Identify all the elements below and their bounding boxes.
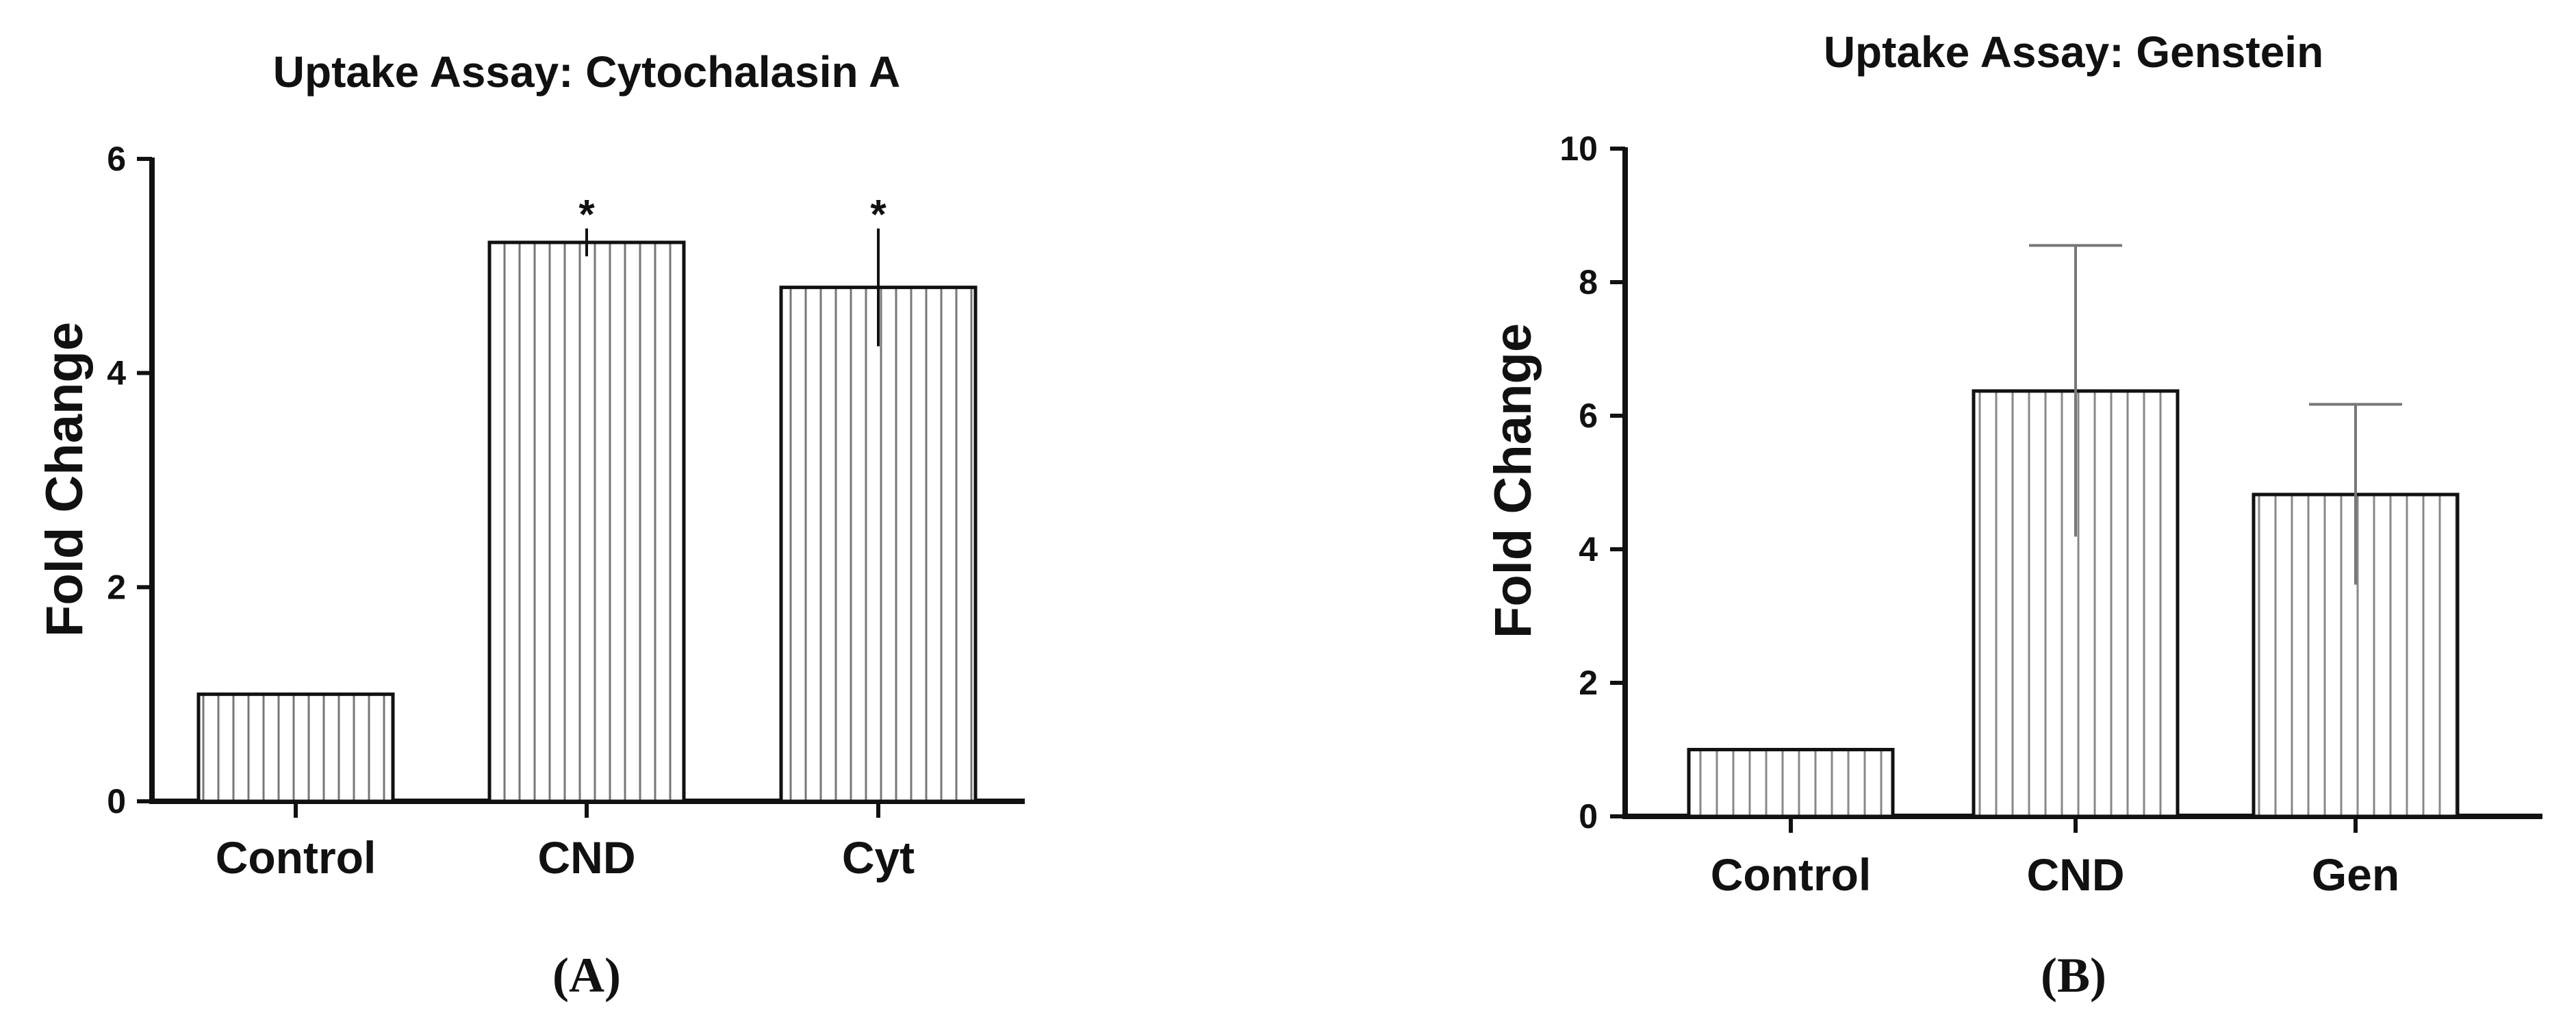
panel-b-category-labels: Control CND Gen — [1711, 849, 2399, 900]
x-category-label: Gen — [2312, 849, 2399, 900]
panel-a-chart: Uptake Assay: Cytochalasin A Fold Change… — [36, 47, 1025, 1003]
panel-b-title: Uptake Assay: Genstein — [1824, 27, 2323, 77]
significance-marker: * — [870, 192, 887, 238]
y-tick-label: 2 — [1579, 664, 1598, 702]
x-category-label: CND — [538, 832, 636, 883]
panel-b-error-bars — [2029, 244, 2402, 585]
y-tick-label: 10 — [1559, 129, 1598, 168]
panel-a-error-bars — [585, 228, 880, 347]
panel-b-y-ticks: 0 2 4 6 8 10 — [1559, 129, 1625, 836]
panel-b-bars — [1687, 389, 2460, 833]
x-category-label: Control — [1711, 849, 1872, 900]
panel-b-y-axis-title: Fold Change — [1484, 323, 1542, 638]
panel-a-label: (A) — [552, 948, 621, 1003]
panel-a-y-axis-title: Fold Change — [36, 322, 94, 637]
y-tick-label: 4 — [1579, 530, 1598, 568]
panel-a-y-ticks: 0 2 4 6 — [107, 140, 152, 820]
panel-a-category-labels: Control CND Cyt — [216, 832, 915, 883]
y-tick-label: 2 — [107, 568, 126, 606]
panel-a-annotations: * * — [578, 192, 887, 238]
bar-cyt — [779, 286, 978, 803]
significance-marker: * — [578, 192, 595, 238]
panel-a-title: Uptake Assay: Cytochalasin A — [273, 47, 900, 97]
x-category-label: Cyt — [842, 832, 915, 883]
bar-cnd — [487, 240, 686, 803]
y-tick-label: 0 — [107, 782, 126, 820]
y-tick-label: 6 — [107, 140, 126, 178]
x-category-label: CND — [2027, 849, 2125, 900]
y-tick-label: 4 — [107, 354, 126, 392]
bar-control — [196, 692, 395, 803]
y-tick-label: 6 — [1579, 397, 1598, 435]
panel-b-chart: Uptake Assay: Genstein Fold Change 0 2 4 6 8… — [1484, 27, 2542, 1003]
bar-control — [1687, 748, 1895, 818]
y-tick-label: 8 — [1579, 263, 1598, 301]
panel-b-label: (B) — [2041, 948, 2106, 1003]
panel-a-bars — [196, 240, 978, 818]
y-tick-label: 0 — [1579, 797, 1598, 836]
x-category-label: Control — [216, 832, 377, 883]
